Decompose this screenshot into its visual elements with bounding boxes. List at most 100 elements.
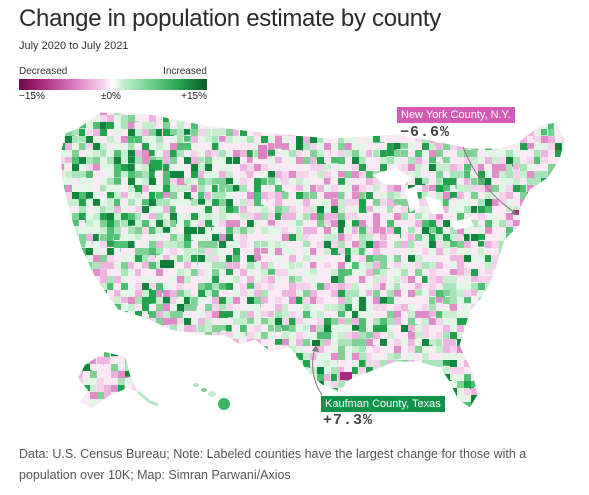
county-cell [485, 381, 494, 392]
county-cell [415, 199, 424, 210]
county-cell [401, 339, 408, 347]
county-cell [534, 381, 541, 391]
county-cell [513, 192, 521, 199]
county-cell [191, 395, 198, 404]
county-cell [317, 178, 323, 184]
county-cell [541, 283, 548, 293]
county-cell [233, 318, 244, 329]
county-cell [79, 178, 86, 188]
county-cell [72, 241, 79, 251]
county-cell [191, 241, 199, 250]
county-cell [415, 157, 425, 165]
county-cell [401, 381, 412, 390]
county-cell [240, 199, 250, 206]
contiguous-us [59, 111, 566, 419]
county-cell [233, 255, 242, 263]
county-cell [415, 346, 424, 355]
county-cell [212, 213, 222, 222]
county-cell [198, 129, 208, 138]
county-cell [254, 164, 264, 172]
county-cell [212, 360, 222, 371]
county-cell [506, 374, 514, 382]
county-cell [135, 171, 143, 179]
county-cell [352, 112, 359, 117]
county-cell [240, 339, 249, 347]
county-cell [282, 402, 290, 408]
county-cell [135, 304, 146, 315]
county-cell [107, 150, 116, 158]
county-cell [303, 136, 314, 146]
county-cell [485, 325, 492, 334]
county-cell [170, 248, 179, 257]
county-cell [93, 171, 103, 179]
county-cell [240, 129, 249, 136]
county-cell [65, 241, 75, 250]
county-cell [562, 311, 565, 317]
county-cell [135, 213, 141, 220]
county-cell [163, 318, 171, 326]
county-cell [506, 122, 517, 132]
county-cell [163, 353, 169, 362]
county-cell [338, 311, 349, 318]
county-cell [380, 164, 391, 174]
county-cell [562, 318, 565, 325]
county-cell [93, 185, 103, 196]
county-cell [296, 409, 307, 419]
county-cell [457, 150, 468, 161]
county-cell [492, 206, 502, 215]
county-cell [415, 367, 424, 373]
county-cell [450, 241, 459, 247]
county-cell [247, 248, 258, 255]
county-cell [359, 276, 366, 287]
county-cell [310, 129, 321, 137]
county-cell [359, 367, 369, 374]
county-cell [83, 399, 91, 408]
county-cell [464, 367, 471, 376]
county-cell [408, 255, 416, 262]
county-cell [184, 388, 193, 399]
county-cell [457, 304, 465, 313]
county-cell [156, 192, 164, 199]
county-cell [422, 143, 430, 151]
county-cell [562, 297, 565, 305]
county-cell [191, 255, 198, 266]
county-cell [121, 206, 128, 215]
county-cell [268, 234, 278, 244]
county-cell [149, 150, 155, 157]
county-cell [562, 192, 565, 201]
county-cell [464, 332, 471, 340]
county-cell [107, 206, 115, 216]
county-cell [282, 374, 292, 383]
county-cell [247, 297, 257, 308]
county-cell [247, 325, 258, 335]
county-cell [541, 262, 552, 268]
county-cell [72, 388, 78, 399]
county-cell [142, 297, 152, 308]
county-cell [548, 346, 559, 357]
county-cell [205, 227, 212, 238]
county-cell [450, 325, 459, 333]
county-cell [72, 346, 83, 353]
county-cell [247, 332, 259, 343]
county-cell [212, 269, 220, 281]
county-cell [79, 129, 85, 140]
county-cell [331, 276, 341, 284]
county-cell [548, 248, 556, 258]
county-cell [128, 199, 136, 206]
county-cell [338, 353, 348, 362]
county-cell [450, 185, 456, 193]
county-cell [86, 311, 94, 321]
county-cell [555, 269, 565, 276]
county-cell [464, 269, 473, 276]
county-cell [478, 276, 485, 286]
county-cell [380, 283, 386, 294]
county-cell [548, 283, 557, 292]
county-cell [268, 409, 276, 416]
county-cell [212, 381, 223, 387]
county-cell [436, 248, 445, 256]
county-cell [429, 171, 440, 179]
county-cell [93, 332, 100, 339]
county-cell [541, 304, 551, 314]
county-cell [114, 143, 124, 151]
county-cell [520, 381, 527, 389]
